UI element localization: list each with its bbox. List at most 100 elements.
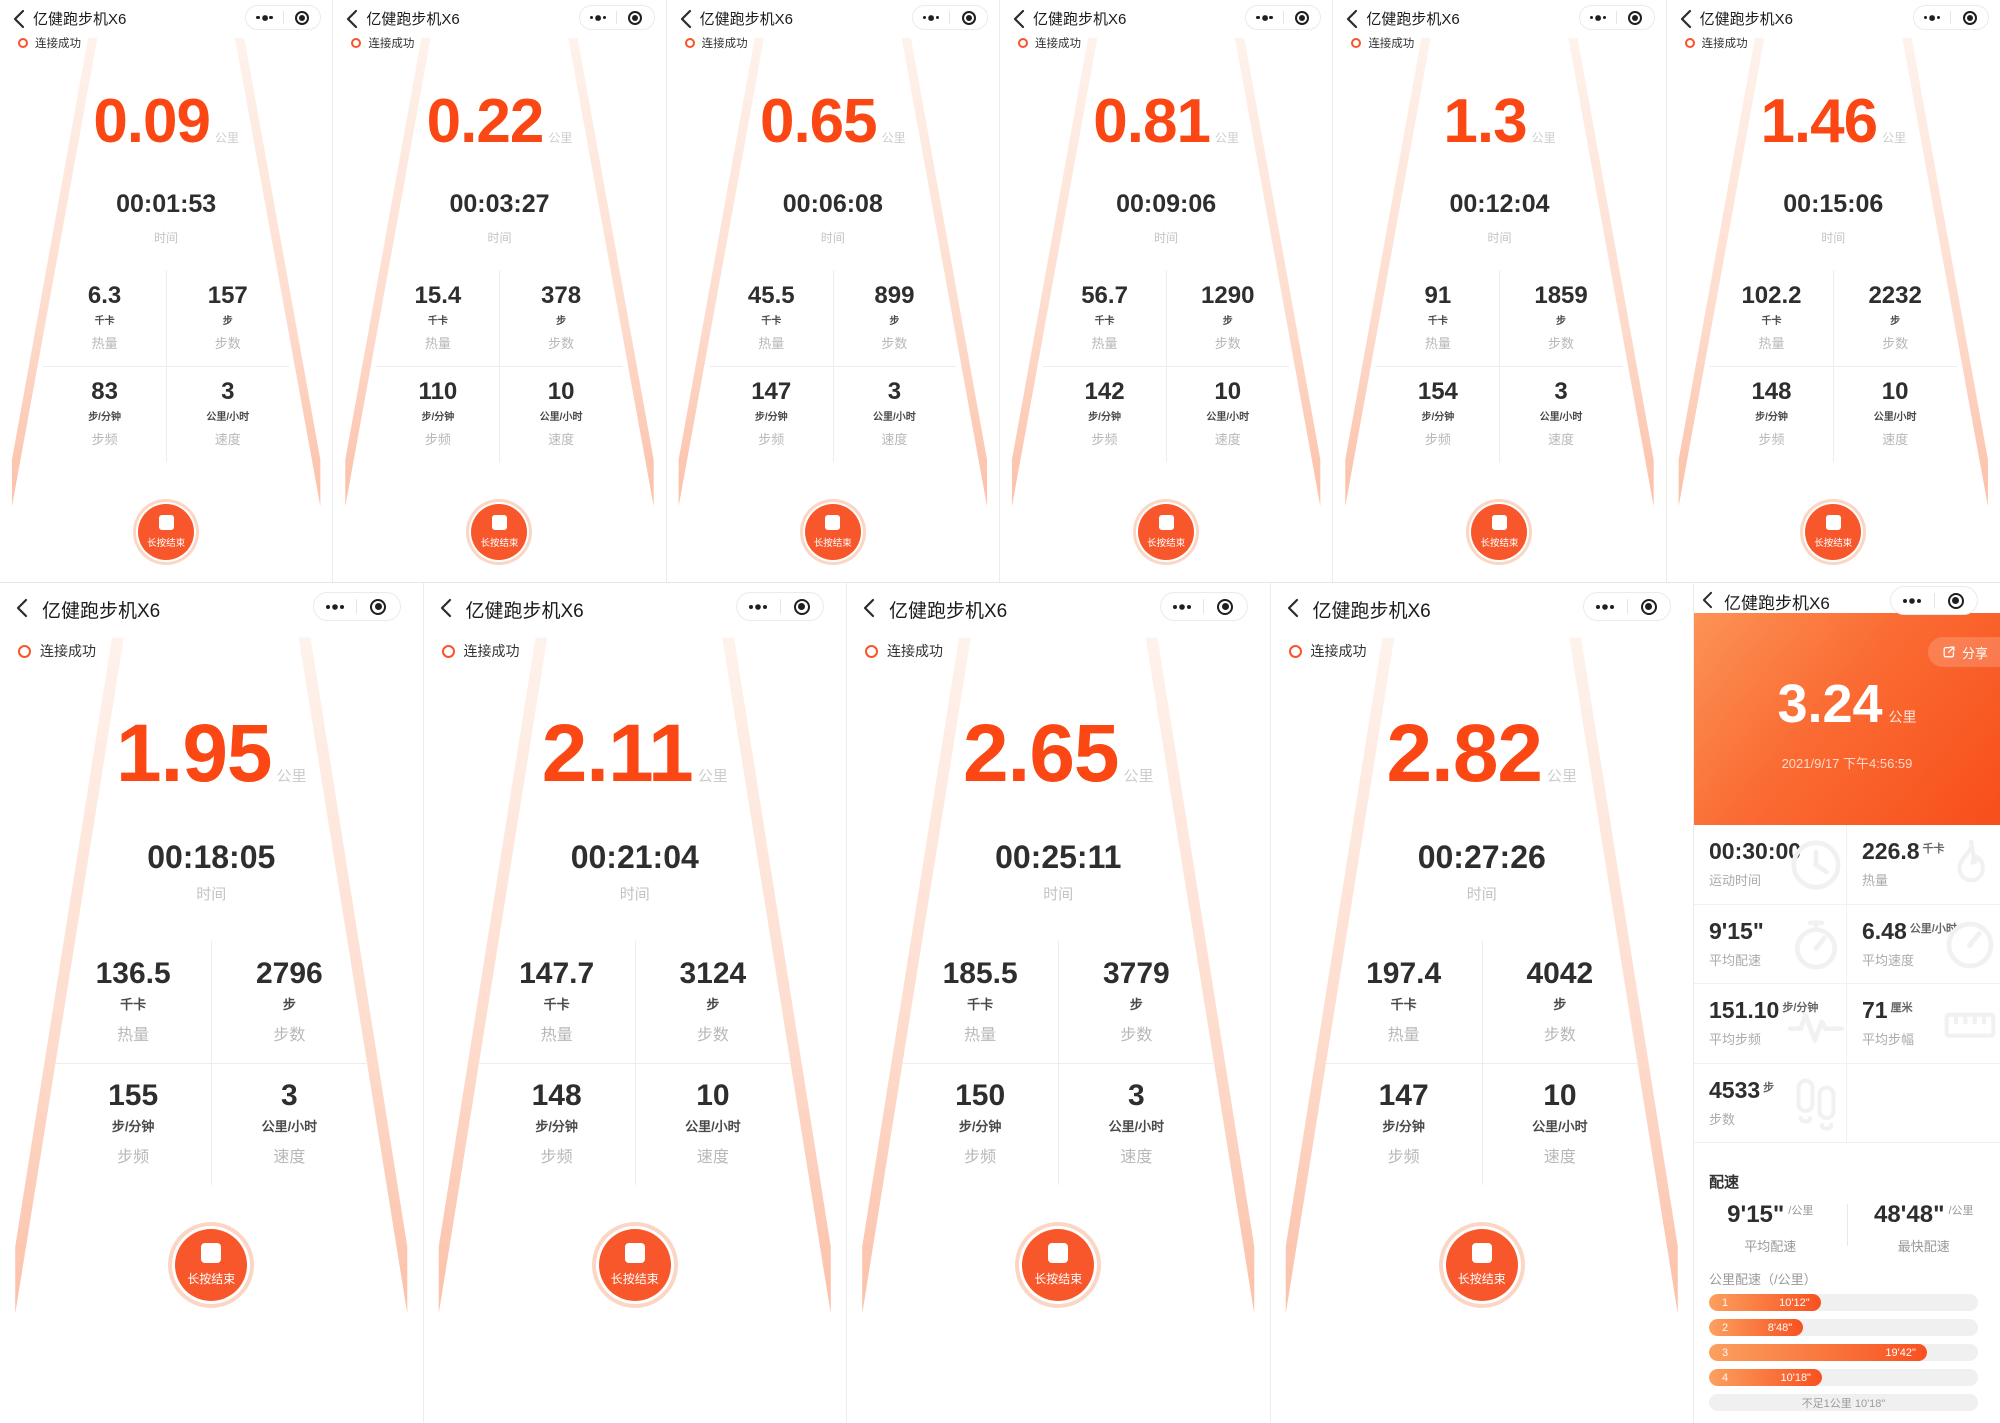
more-menu-button[interactable]: [1891, 587, 1934, 614]
ellipsis-icon: [1917, 598, 1922, 603]
exit-button[interactable]: [1935, 587, 1978, 614]
summary-stat-label: 步数: [1709, 1111, 1736, 1127]
calories-unit: 千卡: [427, 316, 448, 327]
more-menu-button[interactable]: [913, 6, 950, 29]
connection-status: 连接成功: [441, 641, 520, 661]
more-menu-button[interactable]: [1580, 6, 1617, 29]
summary-stat-value: 71: [1862, 997, 1888, 1023]
exit-button[interactable]: [1951, 6, 1988, 29]
exit-button[interactable]: [1284, 6, 1321, 29]
speed-stat: 3 公里/小时 速度: [1058, 1063, 1214, 1185]
stop-button[interactable]: 长按结束: [471, 504, 528, 560]
summary-stat-label: 热量: [1862, 873, 1889, 888]
steps-unit: 步: [1129, 997, 1143, 1012]
miniprogram-capsule: [1890, 586, 1978, 615]
more-menu-button[interactable]: [737, 593, 780, 620]
exit-button[interactable]: [1204, 593, 1247, 620]
more-menu-button[interactable]: [1161, 593, 1204, 620]
exit-button[interactable]: [617, 6, 654, 29]
steps-value: 157: [207, 282, 248, 309]
stop-button-label: 长按结束: [813, 538, 852, 549]
calories-stat: 91 千卡 热量: [1376, 270, 1499, 366]
summary-stat-label: 运动时间: [1709, 873, 1762, 888]
back-button[interactable]: [346, 9, 358, 29]
connection-ring-icon: [1288, 644, 1302, 658]
distance-display: 1.95 公里: [0, 707, 423, 801]
speed-stat: 10 公里/小时 速度: [1166, 366, 1289, 462]
speed-label: 速度: [214, 432, 241, 447]
stop-button[interactable]: 长按结束: [598, 1229, 671, 1301]
treadmill-session-screen: 亿健跑步机X6 连接成功 0.65 公里 00:06:08 时间 45.5 千卡 …: [666, 0, 1000, 582]
exit-button[interactable]: [357, 593, 400, 620]
back-button[interactable]: [863, 598, 875, 618]
connection-status-text: 连接成功: [1310, 643, 1367, 659]
ellipsis-icon: [935, 15, 940, 20]
more-menu-button[interactable]: [246, 6, 283, 29]
distance-value: 1.3: [1443, 87, 1527, 156]
connection-status-text: 连接成功: [1368, 38, 1415, 50]
stats-grid: 56.7 千卡 热量 1290 步 步数 142 步/分钟 步频 10 公里/小…: [1042, 270, 1290, 462]
steps-value: 378: [541, 282, 582, 309]
back-button[interactable]: [1702, 591, 1713, 609]
connection-status: 连接成功: [684, 35, 748, 51]
speed-stat: 10 公里/小时 速度: [635, 1063, 791, 1185]
split-km-index: 3: [1722, 1346, 1729, 1359]
back-button[interactable]: [680, 9, 692, 29]
split-pace-value: 10'18": [1780, 1371, 1811, 1384]
miniprogram-capsule: [1578, 5, 1655, 30]
more-menu-button[interactable]: [580, 6, 617, 29]
more-menu-button[interactable]: [1246, 6, 1283, 29]
pace-summary: 9'15"/公里 平均配速 48'48"/公里 最快配速: [1694, 1201, 2000, 1255]
page-title: 亿健跑步机X6: [1699, 11, 1793, 28]
page-title: 亿健跑步机X6: [889, 601, 1008, 622]
stop-button[interactable]: 长按结束: [804, 504, 861, 560]
steps-label: 步数: [214, 336, 241, 351]
ellipsis-icon: [1929, 15, 1935, 20]
exit-button[interactable]: [950, 6, 987, 29]
back-button[interactable]: [1013, 9, 1025, 29]
stop-button[interactable]: 长按结束: [138, 504, 195, 560]
calories-unit: 千卡: [94, 316, 115, 327]
speed-label: 速度: [1543, 1149, 1576, 1166]
calories-stat: 147.7 千卡 热量: [479, 941, 635, 1063]
back-button[interactable]: [1346, 9, 1358, 29]
share-button[interactable]: 分享: [1927, 637, 2000, 667]
pace-divider: [1846, 1204, 1848, 1246]
stat-watermark-icon: [1788, 996, 1844, 1052]
steps-stat: 3124 步 步数: [635, 941, 791, 1063]
more-menu-button[interactable]: [314, 593, 357, 620]
connection-status-text: 连接成功: [701, 38, 748, 50]
stop-button[interactable]: 长按结束: [1445, 1229, 1518, 1301]
stop-button[interactable]: 长按结束: [1805, 504, 1862, 560]
back-button[interactable]: [16, 598, 28, 618]
back-button[interactable]: [440, 598, 452, 618]
elapsed-time-label: 时间: [487, 231, 512, 245]
exit-button[interactable]: [284, 6, 321, 29]
distance-unit: 公里: [1547, 768, 1578, 785]
exit-button[interactable]: [1617, 6, 1654, 29]
cadence-unit: 步/分钟: [1088, 412, 1121, 423]
stop-button[interactable]: 长按结束: [1471, 504, 1528, 560]
back-button[interactable]: [1680, 9, 1692, 29]
distance-value: 0.81: [1093, 87, 1211, 156]
stop-button[interactable]: 长按结束: [175, 1229, 248, 1301]
treadmill-session-screen: 亿健跑步机X6 连接成功 0.81 公里 00:09:06 时间 56.7 千卡 …: [999, 0, 1334, 582]
steps-label: 步数: [1120, 1027, 1153, 1044]
stop-button[interactable]: 长按结束: [1022, 1229, 1095, 1301]
back-button[interactable]: [1287, 598, 1299, 618]
stop-button[interactable]: 长按结束: [1138, 504, 1195, 560]
distance-unit: 公里: [214, 131, 239, 145]
exit-button[interactable]: [1628, 593, 1671, 620]
summary-stat-unit: 步/分钟: [1782, 1002, 1819, 1014]
speed-value: 10: [696, 1079, 730, 1112]
steps-value: 899: [874, 282, 915, 309]
calories-value: 102.2: [1741, 282, 1802, 309]
more-menu-button[interactable]: [1914, 6, 1951, 29]
pace-split-track: 1 10'12": [1709, 1294, 1978, 1311]
exit-button[interactable]: [781, 593, 824, 620]
back-button[interactable]: [13, 9, 25, 29]
stats-grid: 136.5 千卡 热量 2796 步 步数 155 步/分钟 步频 3 公里/小…: [55, 941, 368, 1185]
distance-display: 1.3 公里: [1333, 86, 1665, 157]
calories-label: 热量: [117, 1027, 150, 1044]
more-menu-button[interactable]: [1584, 593, 1627, 620]
